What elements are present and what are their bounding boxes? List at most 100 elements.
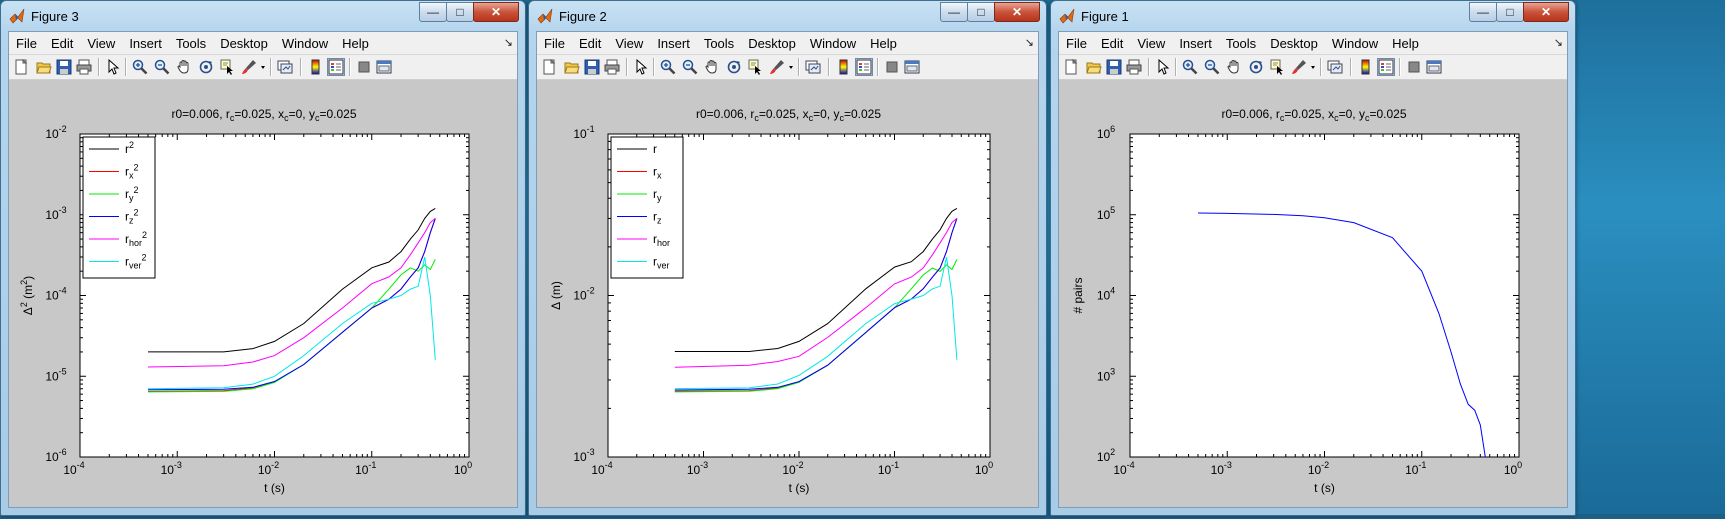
print-icon[interactable] xyxy=(604,59,620,75)
minimize-button[interactable]: — xyxy=(1469,2,1497,22)
menu-view[interactable]: View xyxy=(1137,35,1166,51)
axes-box[interactable] xyxy=(1129,133,1520,458)
figure-2-window[interactable]: Figure 2 — □ ✕ File Edit View Insert Tools De… xyxy=(528,0,1047,516)
menu-view[interactable]: View xyxy=(615,35,644,51)
menu-edit[interactable]: Edit xyxy=(50,35,74,51)
edit-plot-arrow-icon[interactable] xyxy=(633,58,649,75)
title-bar[interactable]: Figure 1 — □ ✕ xyxy=(1051,1,1575,31)
pan-hand-icon[interactable] xyxy=(704,59,720,75)
figure-canvas[interactable]: r0=0.006, rc=0.025, xc=0, yc=0.025 10-4 10… xyxy=(537,80,1038,507)
zoom-out-icon[interactable] xyxy=(154,59,170,75)
new-figure-icon[interactable] xyxy=(1063,58,1079,75)
rotate-3d-icon[interactable] xyxy=(726,59,742,75)
figure-3-window[interactable]: Figure 3 — □ ✕ File Edit View Insert Tools De… xyxy=(0,0,526,516)
close-button[interactable]: ✕ xyxy=(473,2,519,22)
menu-desktop[interactable]: Desktop xyxy=(220,35,268,51)
brush-menu-arrow-icon[interactable] xyxy=(785,59,801,75)
zoom-in-icon[interactable] xyxy=(132,59,148,75)
insert-legend-icon[interactable] xyxy=(1377,58,1395,76)
menu-insert[interactable]: Insert xyxy=(1179,35,1212,51)
menu-help[interactable]: Help xyxy=(1392,35,1419,51)
hide-plot-tools-icon[interactable] xyxy=(884,59,900,75)
print-icon[interactable] xyxy=(1126,59,1142,75)
pan-hand-icon[interactable] xyxy=(1226,59,1242,75)
link-plot-icon[interactable] xyxy=(277,59,293,75)
close-button[interactable]: ✕ xyxy=(994,2,1040,22)
dock-figure-icon[interactable]: ↘ xyxy=(503,37,513,49)
new-figure-icon[interactable] xyxy=(541,58,557,75)
menu-help[interactable]: Help xyxy=(342,35,369,51)
brush-icon[interactable] xyxy=(241,59,257,75)
legend-box[interactable] xyxy=(610,136,684,279)
print-icon[interactable] xyxy=(76,59,92,75)
maximize-button[interactable]: □ xyxy=(1496,2,1524,22)
zoom-out-icon[interactable] xyxy=(682,59,698,75)
menu-insert[interactable]: Insert xyxy=(657,35,690,51)
dock-figure-icon[interactable]: ↘ xyxy=(1553,37,1563,49)
maximize-button[interactable]: □ xyxy=(446,2,474,22)
menu-tools[interactable]: Tools xyxy=(1225,35,1257,51)
figure-1-window[interactable]: Figure 1 — □ ✕ File Edit View Insert Tools De… xyxy=(1050,0,1576,516)
minimize-button[interactable]: — xyxy=(419,2,447,22)
new-figure-icon[interactable] xyxy=(13,58,29,75)
show-plot-tools-icon[interactable] xyxy=(376,59,392,75)
data-cursor-icon[interactable] xyxy=(220,59,236,75)
open-file-icon[interactable] xyxy=(564,59,580,75)
figure-canvas[interactable]: r0=0.006, rc=0.025, xc=0, yc=0.025 10-4 10… xyxy=(9,80,517,507)
link-plot-icon[interactable] xyxy=(1327,59,1343,75)
show-plot-tools-icon[interactable] xyxy=(904,59,920,75)
insert-colorbar-icon[interactable] xyxy=(308,59,324,75)
menu-view[interactable]: View xyxy=(87,35,116,51)
menu-file[interactable]: File xyxy=(16,35,37,51)
rotate-3d-icon[interactable] xyxy=(198,59,214,75)
brush-menu-arrow-icon[interactable] xyxy=(1307,59,1323,75)
minimize-button[interactable]: — xyxy=(940,2,968,22)
title-bar[interactable]: Figure 2 — □ ✕ xyxy=(529,1,1046,31)
insert-colorbar-icon[interactable] xyxy=(1358,59,1374,75)
show-plot-tools-icon[interactable] xyxy=(1426,59,1442,75)
brush-menu-arrow-icon[interactable] xyxy=(257,59,273,75)
menu-window[interactable]: Window xyxy=(1331,35,1379,51)
open-file-icon[interactable] xyxy=(36,59,52,75)
menu-insert[interactable]: Insert xyxy=(129,35,162,51)
close-button[interactable]: ✕ xyxy=(1523,2,1569,22)
menu-tools[interactable]: Tools xyxy=(175,35,207,51)
open-file-icon[interactable] xyxy=(1086,59,1102,75)
data-cursor-icon[interactable] xyxy=(748,59,764,75)
dock-figure-icon[interactable]: ↘ xyxy=(1024,37,1034,49)
menu-tools[interactable]: Tools xyxy=(703,35,735,51)
menu-edit[interactable]: Edit xyxy=(578,35,602,51)
menu-window[interactable]: Window xyxy=(809,35,857,51)
save-icon[interactable] xyxy=(1106,59,1122,75)
zoom-in-icon[interactable] xyxy=(660,59,676,75)
brush-icon[interactable] xyxy=(1291,59,1307,75)
link-plot-icon[interactable] xyxy=(805,59,821,75)
figure-canvas[interactable]: r0=0.006, rc=0.025, xc=0, yc=0.025 10-4 10… xyxy=(1059,80,1567,507)
menu-help[interactable]: Help xyxy=(870,35,897,51)
brush-icon[interactable] xyxy=(769,59,785,75)
title-bar[interactable]: Figure 3 — □ ✕ xyxy=(1,1,525,31)
maximize-button[interactable]: □ xyxy=(967,2,995,22)
legend-box[interactable] xyxy=(82,136,156,279)
insert-legend-icon[interactable] xyxy=(855,58,873,76)
zoom-in-icon[interactable] xyxy=(1182,59,1198,75)
edit-plot-arrow-icon[interactable] xyxy=(1155,58,1171,75)
insert-colorbar-icon[interactable] xyxy=(836,59,852,75)
data-cursor-icon[interactable] xyxy=(1270,59,1286,75)
save-icon[interactable] xyxy=(584,59,600,75)
edit-plot-arrow-icon[interactable] xyxy=(105,58,121,75)
save-icon[interactable] xyxy=(56,59,72,75)
menu-file[interactable]: File xyxy=(1066,35,1087,51)
zoom-out-icon[interactable] xyxy=(1204,59,1220,75)
menu-desktop[interactable]: Desktop xyxy=(1270,35,1318,51)
insert-legend-icon[interactable] xyxy=(327,58,345,76)
rotate-3d-icon[interactable] xyxy=(1248,59,1264,75)
menu-file[interactable]: File xyxy=(544,35,565,51)
pan-hand-icon[interactable] xyxy=(176,59,192,75)
menu-edit[interactable]: Edit xyxy=(1100,35,1124,51)
hide-plot-tools-icon[interactable] xyxy=(356,59,372,75)
hide-plot-tools-icon[interactable] xyxy=(1406,59,1422,75)
